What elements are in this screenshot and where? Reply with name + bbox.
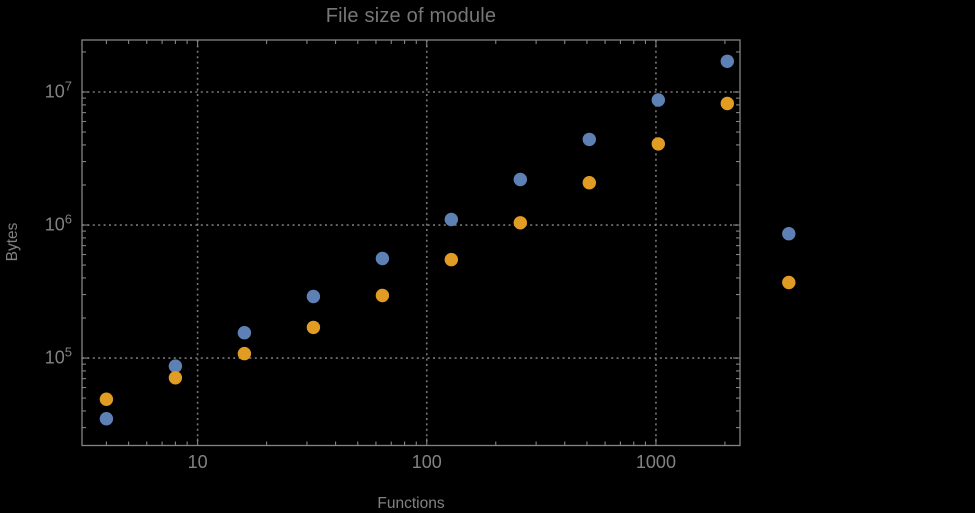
scatter-point-orange: [444, 252, 458, 267]
y-tick-label: 107: [44, 78, 72, 102]
axis-ticks: [82, 40, 740, 446]
y-tick-label: 105: [44, 344, 72, 368]
x-tick-label: 10: [187, 452, 208, 472]
scatter-point-orange: [513, 216, 527, 230]
scatter-point-orange: [720, 96, 734, 111]
scatter-point-blue: [237, 326, 252, 340]
scatter-point-blue: [782, 227, 796, 241]
scatter-point-blue: [582, 132, 596, 147]
scatter-point-blue: [720, 54, 734, 68]
scatter-point-blue: [375, 251, 390, 266]
scatter-point-orange: [168, 371, 183, 385]
scatter-point-blue: [651, 93, 665, 107]
scatter-point-orange: [237, 346, 252, 361]
x-axis-label: Functions: [377, 495, 445, 512]
scatter-point-orange: [782, 275, 796, 290]
scatter-point-blue: [306, 289, 321, 304]
scatter-point-orange: [99, 392, 114, 406]
scatter-point-orange: [651, 137, 665, 151]
scatter-point-blue: [168, 359, 183, 373]
scatter-point-orange: [306, 320, 321, 335]
y-tick-label: 106: [44, 211, 72, 235]
x-tick-label: 1000: [635, 452, 676, 472]
plot-frame: [81, 39, 741, 447]
scatter-point-blue: [99, 412, 114, 426]
scatter-point-blue: [513, 172, 527, 187]
scatter-point-orange: [582, 176, 596, 190]
scatter-point-orange: [375, 288, 390, 303]
x-tick-label: 100: [411, 452, 442, 472]
scatter-point-blue: [444, 212, 458, 227]
chart-title: File size of module: [325, 5, 497, 27]
